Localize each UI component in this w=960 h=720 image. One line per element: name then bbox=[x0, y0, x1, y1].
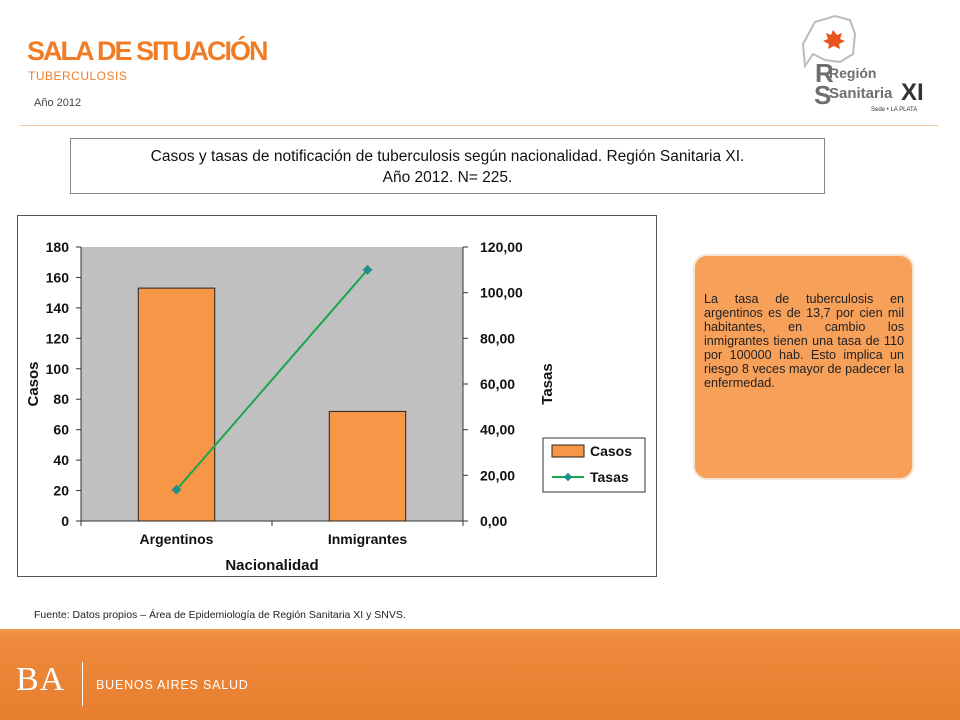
interpretation-note: La tasa de tuberculosis en argentinos es… bbox=[693, 254, 914, 480]
legend-label-tasas: Tasas bbox=[590, 469, 629, 485]
page-subtitle: TUBERCULOSIS bbox=[28, 69, 128, 83]
line-tasas bbox=[175, 269, 369, 491]
x-tick-label: Argentinos bbox=[140, 531, 214, 547]
y-left-tick-label: 180 bbox=[46, 239, 70, 255]
bar-casos bbox=[328, 410, 407, 522]
y-right-tick-label: 120,00 bbox=[480, 239, 523, 255]
y-left-tick-label: 0 bbox=[61, 513, 69, 529]
logo-numeral: XI bbox=[901, 79, 924, 106]
logo-line2: Sanitaria bbox=[829, 85, 893, 102]
header-divider bbox=[20, 125, 938, 126]
y-left-tick-label: 140 bbox=[46, 300, 70, 316]
region-sanitaria-logo: R Región S Sanitaria XI Sede • LA PLATA bbox=[801, 14, 924, 113]
y-right-tick-label: 100,00 bbox=[480, 285, 523, 301]
bar-casos bbox=[137, 287, 216, 522]
legend-label-casos: Casos bbox=[590, 443, 632, 459]
footer-brand: BA bbox=[16, 661, 66, 698]
x-axis-title: Nacionalidad bbox=[225, 557, 318, 574]
y-left-tick-label: 160 bbox=[46, 269, 70, 285]
chart-caption-line1: Casos y tasas de notificación de tubercu… bbox=[150, 148, 745, 165]
report-year: Año 2012 bbox=[34, 97, 82, 109]
legend-marker-tasas bbox=[563, 472, 573, 482]
y-right-tick-label: 40,00 bbox=[480, 422, 515, 438]
point-tasas bbox=[171, 484, 182, 495]
page-title: SALA DE SITUACIÓN bbox=[27, 36, 269, 66]
interpretation-text: La tasa de tuberculosis en argentinos es… bbox=[704, 292, 904, 390]
logo-tagline: Sede • LA PLATA bbox=[871, 107, 917, 113]
x-tick-label: Inmigrantes bbox=[328, 531, 408, 547]
y-left-tick-label: 80 bbox=[53, 391, 69, 407]
footer-label: BUENOS AIRES SALUD bbox=[96, 678, 249, 692]
logo-s: S bbox=[814, 80, 831, 110]
maple-leaf-icon bbox=[823, 30, 845, 49]
legend-swatch-casos bbox=[551, 444, 585, 458]
logo-line1: Región bbox=[829, 65, 876, 81]
province-outline-icon bbox=[801, 14, 857, 69]
footer-bar bbox=[0, 629, 960, 720]
logo-r: R bbox=[815, 58, 834, 88]
y-axis-left-title: Casos bbox=[25, 361, 42, 406]
y-left-tick-label: 120 bbox=[46, 330, 70, 346]
y-left-tick-label: 20 bbox=[53, 483, 69, 499]
y-right-tick-label: 80,00 bbox=[480, 330, 515, 346]
data-source: Fuente: Datos propios – Área de Epidemio… bbox=[34, 609, 406, 621]
y-right-tick-label: 0,00 bbox=[480, 513, 507, 529]
y-right-tick-label: 20,00 bbox=[480, 467, 515, 483]
chart-svg: 0 20 40 60 80 100 120 140 160 180 0,00 20,00 40,00 60… bbox=[25, 239, 646, 574]
chart-caption-line2: Año 2012. N= 225. bbox=[382, 169, 513, 186]
y-left-tick-label: 100 bbox=[46, 361, 70, 377]
chart-frame: 0 20 40 60 80 100 120 140 160 180 0,00 20,00 40,00 60… bbox=[17, 215, 657, 577]
y-axis-right-title: Tasas bbox=[539, 363, 556, 404]
footer-separator bbox=[82, 662, 83, 706]
y-left-tick-label: 60 bbox=[53, 422, 69, 438]
chart-caption: Casos y tasas de notificación de tubercu… bbox=[70, 138, 825, 194]
y-left-tick-label: 40 bbox=[53, 452, 69, 468]
y-right-tick-label: 60,00 bbox=[480, 376, 515, 392]
